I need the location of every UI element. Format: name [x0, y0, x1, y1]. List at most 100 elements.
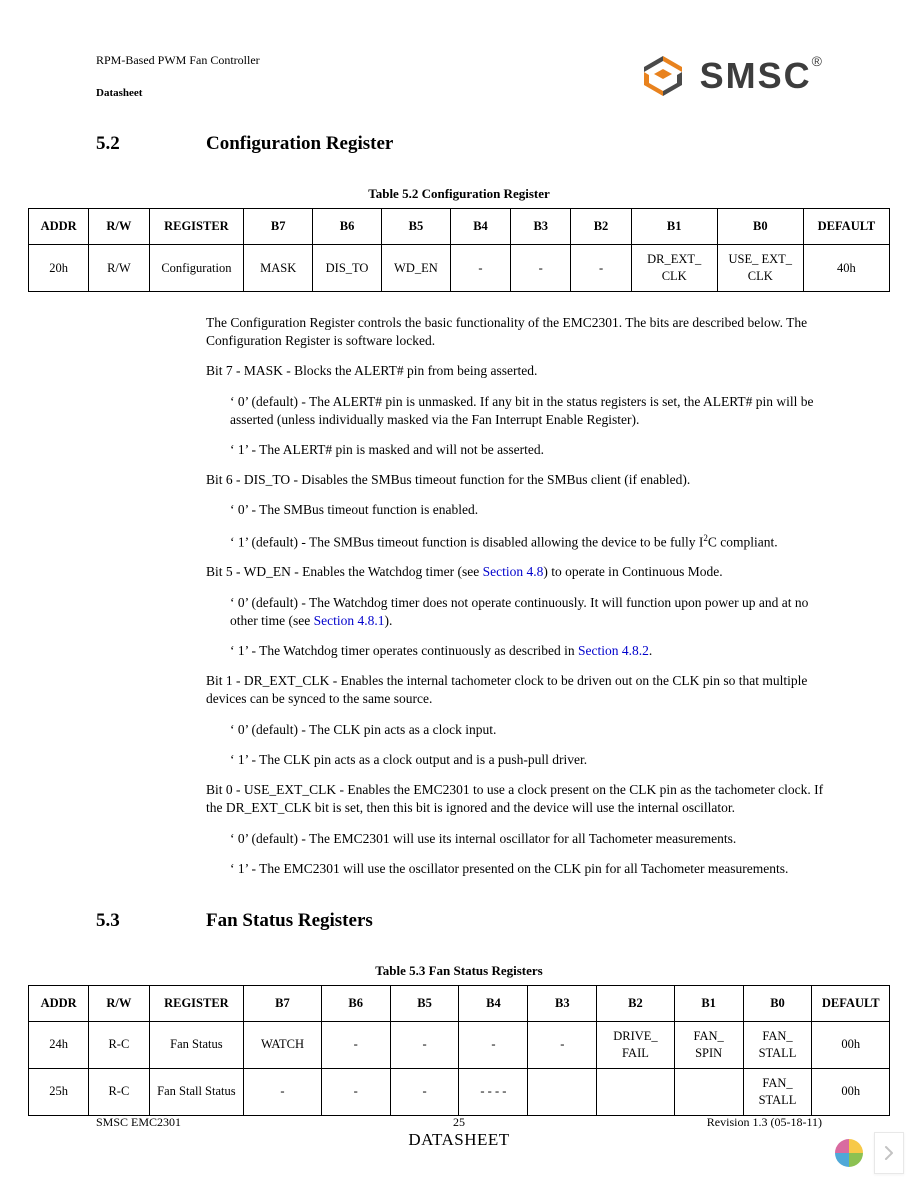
para: Bit 5 - WD_EN - Enables the Watchdog tim…: [206, 563, 830, 581]
table-header-cell: B3: [528, 986, 597, 1022]
table-row: 24hR-CFan StatusWATCH----DRIVE_ FAILFAN_…: [29, 1022, 890, 1069]
para: The Configuration Register controls the …: [206, 314, 830, 350]
table-cell: R-C: [89, 1022, 149, 1069]
footer-datasheet: DATASHEET: [0, 1129, 918, 1152]
table-cell: MASK: [244, 245, 313, 292]
logo-text: SMSC®: [700, 52, 822, 101]
table-cell: 40h: [803, 245, 889, 292]
table-cell: [674, 1068, 743, 1115]
table-cell: [597, 1068, 674, 1115]
table-header-cell: B2: [597, 986, 674, 1022]
table-header-cell: R/W: [89, 986, 149, 1022]
table-5-2-caption: Table 5.2 Configuration Register: [28, 185, 890, 203]
table-cell: -: [321, 1022, 390, 1069]
section-num: 5.2: [96, 131, 206, 157]
table-header-cell: B1: [674, 986, 743, 1022]
table-cell: R-C: [89, 1068, 149, 1115]
xref-link[interactable]: Section 4.8.2: [578, 643, 649, 658]
chevron-right-icon: [884, 1145, 894, 1161]
table-cell: -: [528, 1022, 597, 1069]
table-cell: DR_EXT_ CLK: [631, 245, 717, 292]
table-header-cell: B7: [244, 209, 313, 245]
table-cell: Fan Stall Status: [149, 1068, 244, 1115]
table-cell: WATCH: [244, 1022, 321, 1069]
para: ‘ 1’ - The CLK pin acts as a clock outpu…: [206, 751, 830, 769]
xref-link[interactable]: Section 4.8: [483, 564, 544, 579]
table-header-cell: B0: [717, 209, 803, 245]
table-header-cell: DEFAULT: [803, 209, 889, 245]
table-cell: 00h: [812, 1068, 890, 1115]
table-header-cell: ADDR: [29, 986, 89, 1022]
table-header-cell: B7: [244, 986, 321, 1022]
table-cell: -: [459, 1022, 528, 1069]
table-header-row: ADDRR/WREGISTERB7B6B5B4B3B2B1B0DEFAULT: [29, 986, 890, 1022]
table-header-cell: B6: [313, 209, 382, 245]
table-header-cell: B5: [381, 209, 450, 245]
table-cell: 25h: [29, 1068, 89, 1115]
table-cell: 00h: [812, 1022, 890, 1069]
table-cell: -: [390, 1068, 459, 1115]
table-header-cell: B5: [390, 986, 459, 1022]
table-cell: -: [571, 245, 631, 292]
table-row: 20hR/WConfigurationMASKDIS_TOWD_EN---DR_…: [29, 245, 890, 292]
company-logo: SMSC®: [636, 52, 822, 101]
table-cell: Fan Status: [149, 1022, 244, 1069]
para: ‘ 0’ (default) - The Watchdog timer does…: [206, 594, 830, 630]
section-5-2-heading: 5.2 Configuration Register: [28, 131, 890, 157]
para: ‘ 0’ (default) - The CLK pin acts as a c…: [206, 721, 830, 739]
table-cell: DRIVE_ FAIL: [597, 1022, 674, 1069]
table-cell: FAN_ SPIN: [674, 1022, 743, 1069]
table-cell: USE_ EXT_ CLK: [717, 245, 803, 292]
para: Bit 7 - MASK - Blocks the ALERT# pin fro…: [206, 362, 830, 380]
table-cell: -: [450, 245, 510, 292]
table-header-cell: REGISTER: [149, 986, 244, 1022]
header-left: RPM-Based PWM Fan Controller Datasheet: [96, 52, 260, 101]
logo-icon: [636, 54, 690, 98]
table-cell: [528, 1068, 597, 1115]
para: Bit 0 - USE_EXT_CLK - Enables the EMC230…: [206, 781, 830, 817]
table-header-cell: B6: [321, 986, 390, 1022]
para: ‘ 1’ - The EMC2301 will use the oscillat…: [206, 860, 830, 878]
table-cell: -: [244, 1068, 321, 1115]
table-cell: FAN_ STALL: [743, 1022, 812, 1069]
table-header-cell: ADDR: [29, 209, 89, 245]
table-cell: FAN_ STALL: [743, 1068, 812, 1115]
table-cell: - - - -: [459, 1068, 528, 1115]
para: Bit 1 - DR_EXT_CLK - Enables the interna…: [206, 672, 830, 708]
para: ‘ 1’ - The Watchdog timer operates conti…: [206, 642, 830, 660]
table-header-cell: B0: [743, 986, 812, 1022]
table-header-cell: R/W: [89, 209, 149, 245]
para: Bit 6 - DIS_TO - Disables the SMBus time…: [206, 471, 830, 489]
table-cell: -: [511, 245, 571, 292]
table-cell: DIS_TO: [313, 245, 382, 292]
section-num: 5.3: [96, 908, 206, 934]
table-header-cell: REGISTER: [149, 209, 244, 245]
section-5-3-heading: 5.3 Fan Status Registers: [28, 908, 890, 934]
table-header-row: ADDRR/WREGISTERB7B6B5B4B3B2B1B0DEFAULT: [29, 209, 890, 245]
para: ‘ 0’ (default) - The ALERT# pin is unmas…: [206, 393, 830, 429]
table-cell: Configuration: [149, 245, 244, 292]
page-footer: SMSC EMC2301 25 Revision 1.3 (05-18-11): [0, 1114, 918, 1130]
section-title: Fan Status Registers: [206, 908, 373, 934]
table-5-2: ADDRR/WREGISTERB7B6B5B4B3B2B1B0DEFAULT 2…: [28, 208, 890, 292]
doc-type: Datasheet: [96, 86, 260, 101]
table-header-cell: B4: [459, 986, 528, 1022]
product-title: RPM-Based PWM Fan Controller: [96, 52, 260, 68]
table-header-cell: B4: [450, 209, 510, 245]
table-cell: 24h: [29, 1022, 89, 1069]
table-header-cell: DEFAULT: [812, 986, 890, 1022]
next-page-button[interactable]: [874, 1132, 904, 1174]
xref-link[interactable]: Section 4.8.1: [314, 613, 385, 628]
pinwheel-icon: [832, 1136, 866, 1170]
table-5-3: ADDRR/WREGISTERB7B6B5B4B3B2B1B0DEFAULT 2…: [28, 985, 890, 1115]
para: ‘ 0’ - The SMBus timeout function is ena…: [206, 501, 830, 519]
page-header: RPM-Based PWM Fan Controller Datasheet S…: [28, 52, 890, 101]
footer-page: 25: [0, 1114, 918, 1130]
para: ‘ 1’ (default) - The SMBus timeout funct…: [206, 532, 830, 552]
para: ‘ 0’ (default) - The EMC2301 will use it…: [206, 830, 830, 848]
section-title: Configuration Register: [206, 131, 393, 157]
table-header-cell: B1: [631, 209, 717, 245]
table-cell: 20h: [29, 245, 89, 292]
para: ‘ 1’ - The ALERT# pin is masked and will…: [206, 441, 830, 459]
table-cell: -: [390, 1022, 459, 1069]
